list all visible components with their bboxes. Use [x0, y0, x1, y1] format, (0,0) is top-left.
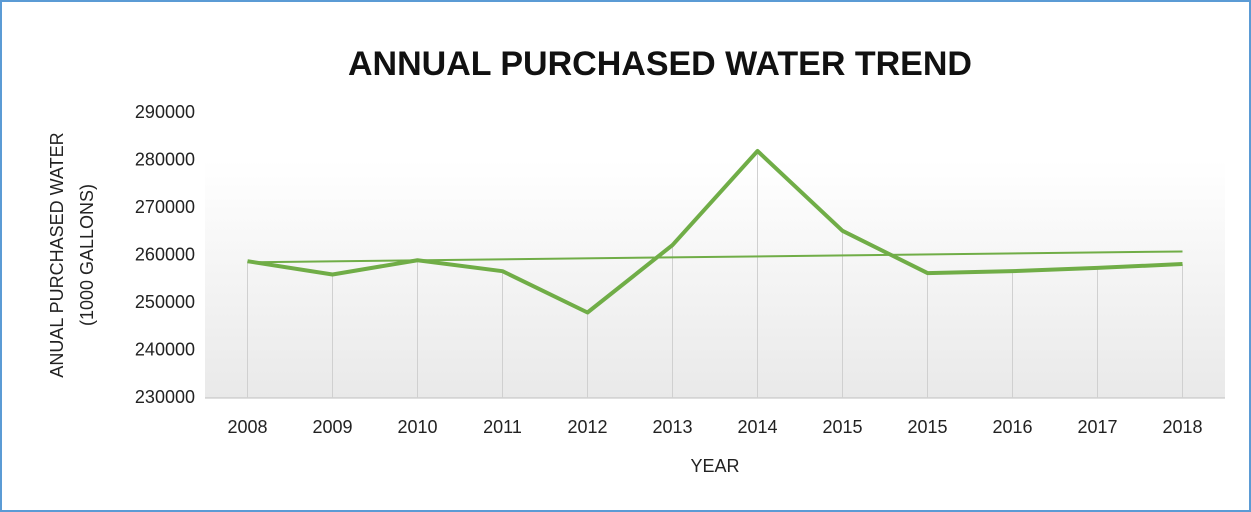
x-tick-label: 2015 [907, 417, 947, 437]
chart-title: ANNUAL PURCHASED WATER TREND [348, 45, 972, 83]
y-tick-label: 240000 [135, 339, 195, 359]
y-tick-label: 230000 [135, 387, 195, 407]
y-tick-label: 280000 [135, 149, 195, 169]
data-line [247, 149, 1183, 315]
y-axis-label: ANUAL PURCHASED WATER [47, 132, 67, 377]
y-tick-label: 250000 [135, 292, 195, 312]
y-tick-label: 270000 [135, 197, 195, 217]
x-tick-label: 2013 [652, 417, 692, 437]
y-tick-label: 260000 [135, 244, 195, 264]
x-tick-label: 2016 [992, 417, 1032, 437]
x-tick-label: 2012 [567, 417, 607, 437]
y-axis-label: (1000 GALLONS) [77, 184, 97, 326]
y-tick-label: 290000 [135, 102, 195, 122]
x-tick-label: 2015 [822, 417, 862, 437]
x-axis-label: YEAR [690, 456, 739, 476]
x-tick-label: 2009 [312, 417, 352, 437]
x-tick-label: 2014 [737, 417, 777, 437]
x-tick-label: 2010 [397, 417, 437, 437]
x-tick-label: 2018 [1162, 417, 1202, 437]
x-tick-label: 2017 [1077, 417, 1117, 437]
trendline [247, 250, 1183, 264]
x-tick-label: 2011 [483, 417, 522, 437]
x-tick-label: 2008 [227, 417, 267, 437]
